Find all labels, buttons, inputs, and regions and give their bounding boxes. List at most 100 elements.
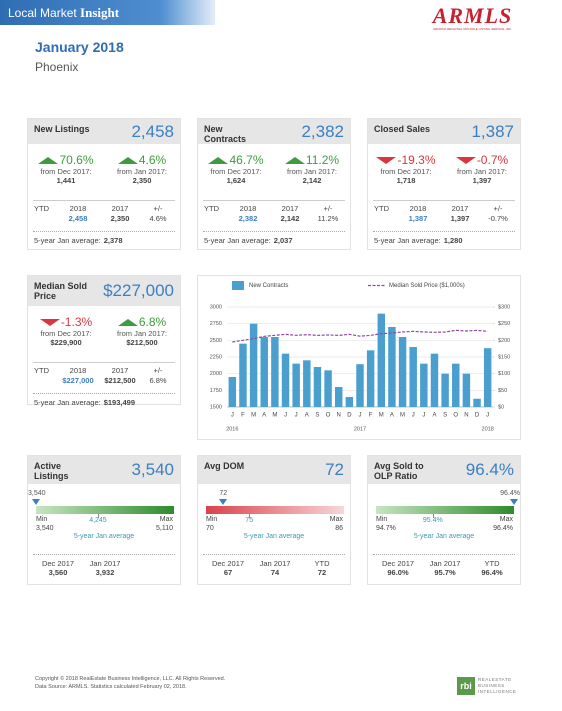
y-tick-label: 2000 <box>210 371 222 377</box>
y2-tick-label: $200 <box>498 338 510 344</box>
arrow-up <box>284 156 305 164</box>
bar <box>420 363 428 407</box>
ytd-divider <box>373 200 515 201</box>
change-from: from Jan 2017: <box>456 167 508 177</box>
ytd-value: 1,387 <box>408 214 428 223</box>
ytd-header: 2017 <box>281 204 299 213</box>
change-row: 4.6% <box>104 153 180 167</box>
average: 5-year Jan average: $193,499 <box>34 398 135 407</box>
ytd-header: +/- <box>493 204 503 213</box>
ytd-divider <box>33 200 175 201</box>
logo-text: ARMLS <box>432 3 513 28</box>
history-label: Dec 2017 <box>41 559 75 568</box>
history-label: YTD <box>314 559 330 568</box>
x-tick-label: J <box>284 413 287 419</box>
card-header <box>368 119 520 144</box>
y-tick-label: 2500 <box>210 338 222 344</box>
logo: ARMLS ARIZONA REGIONAL MULTIPLE LISTING … <box>425 3 520 32</box>
legend-label: New Contracts <box>249 283 288 289</box>
bar <box>313 367 322 407</box>
max-value: 96.4% <box>493 525 513 532</box>
x-tick-label: N <box>337 413 341 419</box>
arrow-up <box>38 156 59 164</box>
card-label: Avg Sold to OLP Ratio <box>374 461 424 481</box>
change-from: from Jan 2017: <box>116 167 168 177</box>
history-divider <box>373 554 515 555</box>
x-tick-label: J <box>422 413 425 419</box>
ytd-value: 11.2% <box>317 214 339 223</box>
change-row: 70.6% <box>28 153 104 167</box>
change-from: from Dec 2017: <box>380 167 432 177</box>
max-label: Max <box>159 516 173 523</box>
change-from: from Jan 2017: <box>286 167 338 177</box>
history-label: Dec 2017 <box>381 559 415 568</box>
average-value: 4,245 <box>89 517 107 524</box>
average-marker <box>97 514 99 518</box>
ytd-header: +/- <box>153 204 163 213</box>
card-value: 3,540 <box>131 460 174 479</box>
change: 70.6% from Dec 2017: 1,441 <box>28 153 104 185</box>
x-tick-label: N <box>464 413 468 419</box>
max-label: Max <box>329 516 343 523</box>
ytd-value: 1,397 <box>450 214 470 223</box>
change: -19.3% from Dec 2017: 1,718 <box>368 153 444 185</box>
y-tick-label: 1500 <box>210 404 222 410</box>
bar <box>239 343 247 407</box>
max-label: Max <box>499 516 513 523</box>
arrow-down <box>455 156 476 164</box>
change: 4.6% from Jan 2017: 2,350 <box>104 153 180 185</box>
x-tick-label: J <box>359 413 362 419</box>
change-prior: $212,500 <box>126 338 158 348</box>
bar <box>462 373 471 407</box>
change-row: 6.8% <box>104 315 180 329</box>
average-caption: 5-year Jan average <box>413 533 475 540</box>
avg-divider <box>33 231 175 232</box>
history-value: 72 <box>317 568 327 577</box>
avg-divider <box>203 231 345 232</box>
card-header <box>28 456 180 484</box>
ytd-header: 2018 <box>69 366 87 375</box>
legend-label: Median Sold Price ($1,000s) <box>389 283 465 289</box>
change-prior: 2,142 <box>302 176 322 186</box>
bar <box>228 377 237 407</box>
ytd-value: 2,382 <box>238 214 258 223</box>
history-value: 3,932 <box>95 568 115 577</box>
x-tick-label: A <box>305 413 309 419</box>
history-value: 67 <box>223 568 233 577</box>
average-value: 95.4% <box>422 517 443 524</box>
min-label: Min <box>36 516 48 523</box>
average-value: $193,499 <box>103 398 136 407</box>
average-label: 5-year Jan average: <box>34 236 101 245</box>
arrow-down <box>39 318 60 326</box>
bar <box>260 337 268 407</box>
average-marker <box>432 514 434 518</box>
bar <box>249 323 258 407</box>
y2-tick-label: $0 <box>498 404 504 410</box>
average-label: 5-year Jan average: <box>374 236 441 245</box>
change-prior: 1,718 <box>396 176 416 186</box>
average-value: 75 <box>245 517 254 524</box>
chart: 1500 1750 2000 2250 2500 2750 3000 $0 $50 $100 $15… <box>197 275 521 440</box>
arrow-up <box>117 156 138 164</box>
current-label: 3,540 <box>28 490 46 497</box>
average-value: 1,280 <box>443 236 463 245</box>
y-tick-label: 2750 <box>210 321 222 327</box>
change-pct: 6.8% <box>138 315 167 329</box>
average-marker <box>249 514 251 518</box>
bar <box>441 373 449 407</box>
average: 5-year Jan average: 1,280 <box>374 236 463 245</box>
y2-tick-label: $150 <box>498 354 510 360</box>
change: 46.7% from Dec 2017: 1,624 <box>198 153 274 185</box>
gauge-card: Active Listings 3,540 3,540 4,245 Min 3,540 Ma… <box>27 455 181 585</box>
current-label: 72 <box>219 490 228 497</box>
bar <box>473 398 481 407</box>
x-tick-label: F <box>369 413 373 419</box>
x-tick-label: M <box>379 413 384 419</box>
source: Data Source: ARMLS. Statistics calculate… <box>35 684 187 690</box>
history-value: 95.7% <box>434 568 456 577</box>
change-prior: 2,350 <box>132 176 152 186</box>
card-label: New Listings <box>34 124 90 134</box>
history-divider <box>33 554 175 555</box>
x-tick-label: F <box>241 413 245 419</box>
card-value: $227,000 <box>103 281 174 300</box>
